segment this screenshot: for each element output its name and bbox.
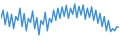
line-chart bbox=[0, 0, 120, 45]
plot-area bbox=[1, 4, 119, 35]
series-line bbox=[1, 4, 119, 35]
chart bbox=[0, 0, 120, 45]
